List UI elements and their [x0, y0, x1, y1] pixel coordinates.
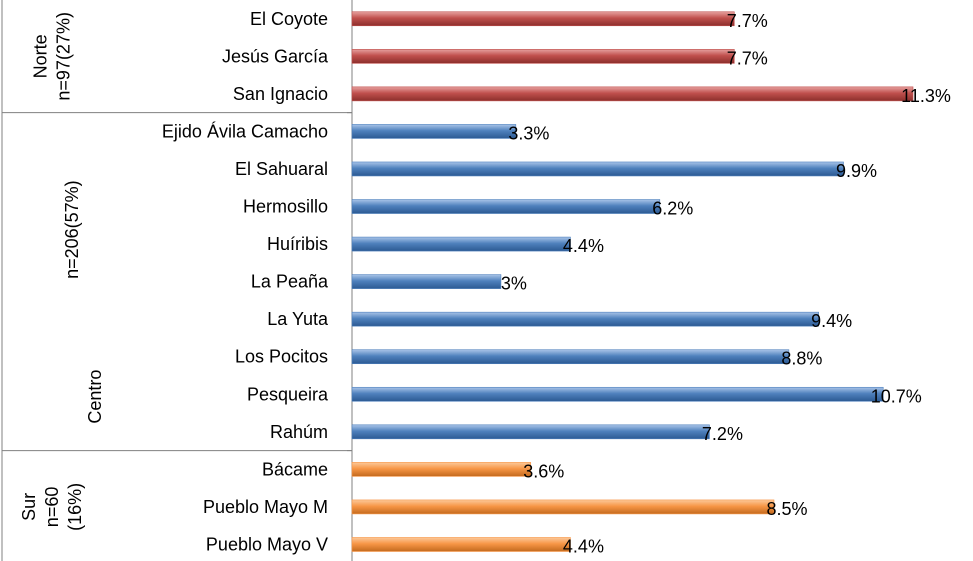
group-label-line: n=206(57%) — [62, 180, 82, 279]
group-label-norte: Norte n=97(27%) — [31, 12, 74, 101]
value-label-los-pocitos: 8.8% — [781, 349, 822, 369]
value-label-pueblo-mayo-v: 4.4% — [563, 536, 604, 556]
category-label-hermosillo: Hermosillo — [243, 197, 328, 217]
group-label-sur: Sur n=60 (16%) — [19, 483, 85, 531]
group-label-line: Norte — [31, 34, 51, 78]
bar-bacame — [351, 462, 532, 477]
value-label-pesqueira: 10.7% — [871, 386, 922, 406]
category-label-el-coyote: El Coyote — [250, 9, 328, 29]
bar-la-yuta — [351, 311, 819, 327]
category-label-el-sahuaral: El Sahuaral — [235, 159, 328, 179]
value-label-la-peana: 3% — [501, 274, 527, 294]
category-label-jesus-garcia: Jesús García — [222, 46, 329, 66]
bar-jesus-garcia — [351, 49, 735, 64]
category-label-los-pocitos: Los Pocitos — [235, 347, 328, 367]
value-label-el-coyote: 7.7% — [727, 11, 768, 31]
category-label-ejido-avila-camacho: Ejido Ávila Camacho — [162, 121, 328, 141]
group-label-line: (16%) — [65, 483, 85, 531]
bar-pesqueira — [351, 386, 884, 402]
category-label-la-yuta: La Yuta — [267, 309, 329, 329]
value-label-pueblo-mayo-m: 8.5% — [766, 499, 807, 519]
group-label-line: Centro — [85, 370, 105, 424]
value-label-el-sahuaral: 9.9% — [836, 161, 877, 181]
group-label-line: Sur — [19, 493, 39, 521]
bars — [351, 11, 914, 552]
bar-el-sahuaral — [351, 161, 844, 177]
value-label-bacame: 3.6% — [523, 461, 564, 481]
category-label-la-peana: La Peaña — [251, 272, 329, 292]
bar-los-pocitos — [351, 349, 790, 365]
bar-rahum — [351, 424, 710, 440]
bar-pueblo-mayo-m — [351, 499, 775, 515]
value-label-jesus-garcia: 7.7% — [727, 48, 768, 68]
bar-ejido-avila-camacho — [351, 124, 517, 139]
category-label-rahum: Rahúm — [270, 422, 328, 442]
bar-la-peana — [351, 274, 502, 289]
value-label-rahum: 7.2% — [702, 424, 743, 444]
value-label-hermosillo: 6.2% — [652, 199, 693, 219]
bar-pueblo-mayo-v — [351, 537, 571, 552]
bar-el-coyote — [351, 11, 735, 27]
value-label-la-yuta: 9.4% — [811, 311, 852, 331]
value-label-huiribis: 4.4% — [563, 236, 604, 256]
bar-san-ignacio — [351, 86, 914, 102]
group-label-line: n=60 — [42, 487, 62, 528]
category-label-bacame: Bácame — [262, 459, 328, 479]
category-label-huiribis: Huíribis — [267, 234, 328, 254]
category-label-pueblo-mayo-m: Pueblo Mayo M — [203, 497, 328, 517]
group-label-centro: Centro n=206(57%) — [62, 180, 105, 423]
category-label-san-ignacio: San Ignacio — [233, 84, 328, 104]
group-label-line: n=97(27%) — [54, 12, 74, 101]
value-label-san-ignacio: 11.3% — [901, 86, 951, 106]
value-label-ejido-avila-camacho: 3.3% — [508, 123, 549, 143]
category-label-pueblo-mayo-v: Pueblo Mayo V — [206, 534, 328, 554]
bar-huiribis — [351, 236, 571, 252]
labels: El Coyote 7.7% Jesús García 7.7% San Ignacio… — [19, 9, 951, 557]
category-label-pesqueira: Pesqueira — [247, 384, 329, 404]
bar-hermosillo — [351, 199, 661, 214]
